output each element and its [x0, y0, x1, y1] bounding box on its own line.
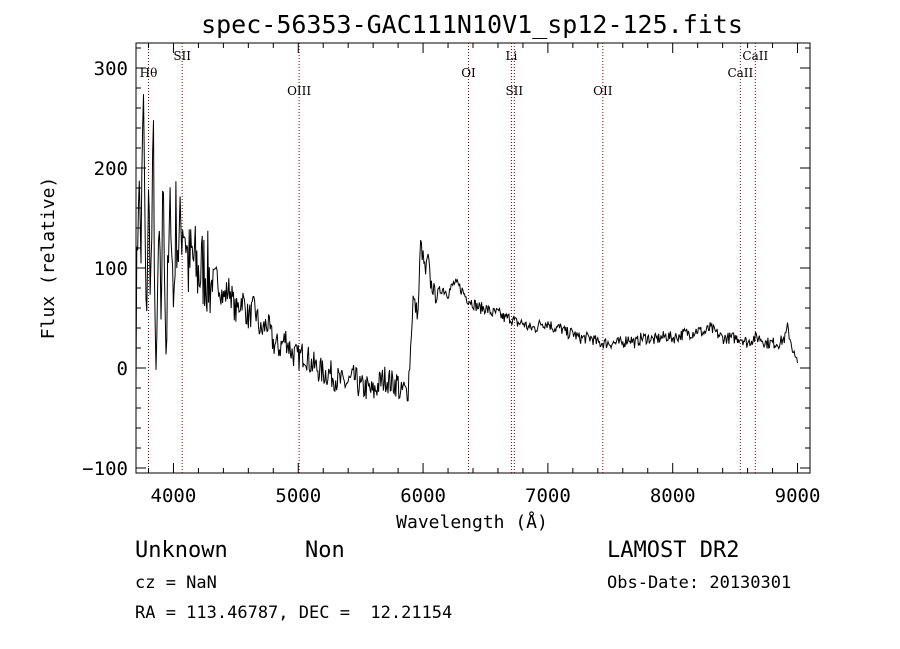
spectrum-line: [135, 94, 798, 402]
plot-frame: [135, 42, 811, 474]
x-tick-label: 7000: [525, 485, 571, 507]
line-marker-label: CaII: [742, 49, 768, 63]
x-tick-label: 4000: [151, 485, 197, 507]
x-axis-title: Wavelength (Å): [396, 511, 548, 533]
y-tick-label: −100: [82, 458, 128, 480]
chart-title: spec-56353-GAC111N10V1_sp12-125.fits: [201, 10, 743, 39]
x-axis: 4000 5000 6000 7000 8000 9000: [147, 43, 821, 507]
coordinates-readout: RA = 113.46787, DEC = 12.21154: [135, 603, 453, 623]
observation-date: Obs-Date: 20130301: [607, 573, 792, 593]
line-marker-label: CaII: [727, 66, 753, 80]
spectral-line-markers: Hθ SII OIII OI Li SII OII CaII CaII: [140, 43, 768, 473]
line-marker-label: SII: [173, 49, 191, 63]
object-subclass: Non: [305, 538, 345, 563]
y-axis-title: Flux (relative): [38, 177, 59, 340]
line-marker-label: Hθ: [140, 66, 158, 80]
redshift-readout: cz = NaN: [135, 573, 217, 593]
survey-name: LAMOST DR2: [607, 538, 740, 563]
y-axis: −100 0 100 200 300: [82, 47, 810, 480]
line-marker-label: OI: [461, 66, 476, 80]
x-tick-label: 5000: [275, 485, 321, 507]
y-tick-label: 300: [94, 58, 128, 80]
object-class: Unknown: [135, 538, 228, 563]
y-tick-label: 100: [94, 258, 128, 280]
x-tick-label: 8000: [650, 485, 696, 507]
y-tick-label: 0: [117, 358, 128, 380]
line-marker-label: OIII: [287, 84, 311, 98]
spectrum-series: [135, 94, 798, 402]
x-tick-label: 6000: [400, 485, 446, 507]
x-tick-label: 9000: [775, 485, 821, 507]
line-marker-label: OII: [593, 84, 613, 98]
y-tick-label: 200: [94, 158, 128, 180]
line-marker-label: SII: [505, 84, 523, 98]
line-marker-label: Li: [506, 49, 518, 63]
